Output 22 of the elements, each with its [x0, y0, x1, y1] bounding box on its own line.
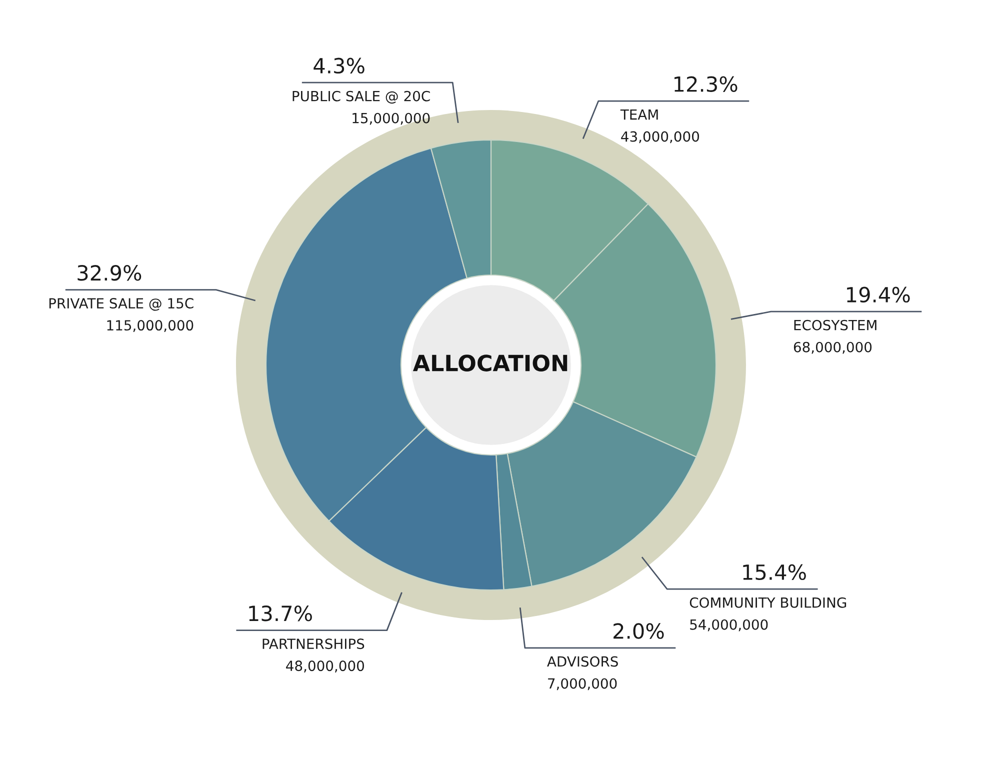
text: ALLOCATION: [412, 354, 568, 372]
data-label: 12.3%: [674, 76, 738, 92]
slice-label: PARTNERSHIPS: [262, 638, 364, 650]
slice-label: TEAM: [620, 109, 658, 120]
data-label: 19.4%: [847, 286, 910, 303]
text: 43,000,000: [621, 131, 700, 144]
data-label: 15.4%: [743, 564, 806, 580]
data-label: 4.3%: [314, 58, 364, 74]
slice-label: ECOSYSTEM: [794, 320, 876, 330]
data-label: 32.9%: [78, 265, 142, 281]
data-label: 13.7%: [249, 606, 312, 622]
text: 68,000,000: [794, 342, 872, 354]
data-label: 2.0%: [614, 623, 664, 639]
slice-label: PUBLIC SALE @ 20C: [292, 90, 430, 104]
text: 54,000,000: [690, 619, 768, 632]
text: 15,000,000: [352, 112, 430, 125]
slice-label: COMMUNITY BUILDING: [690, 597, 846, 608]
text: 48,000,000: [286, 660, 364, 672]
slice-label: ADVISORS: [547, 656, 618, 667]
text: 115,000,000: [107, 320, 194, 332]
slice-label: PRIVATE SALE @ 15C: [49, 298, 194, 311]
text: 7,000,000: [548, 678, 617, 690]
